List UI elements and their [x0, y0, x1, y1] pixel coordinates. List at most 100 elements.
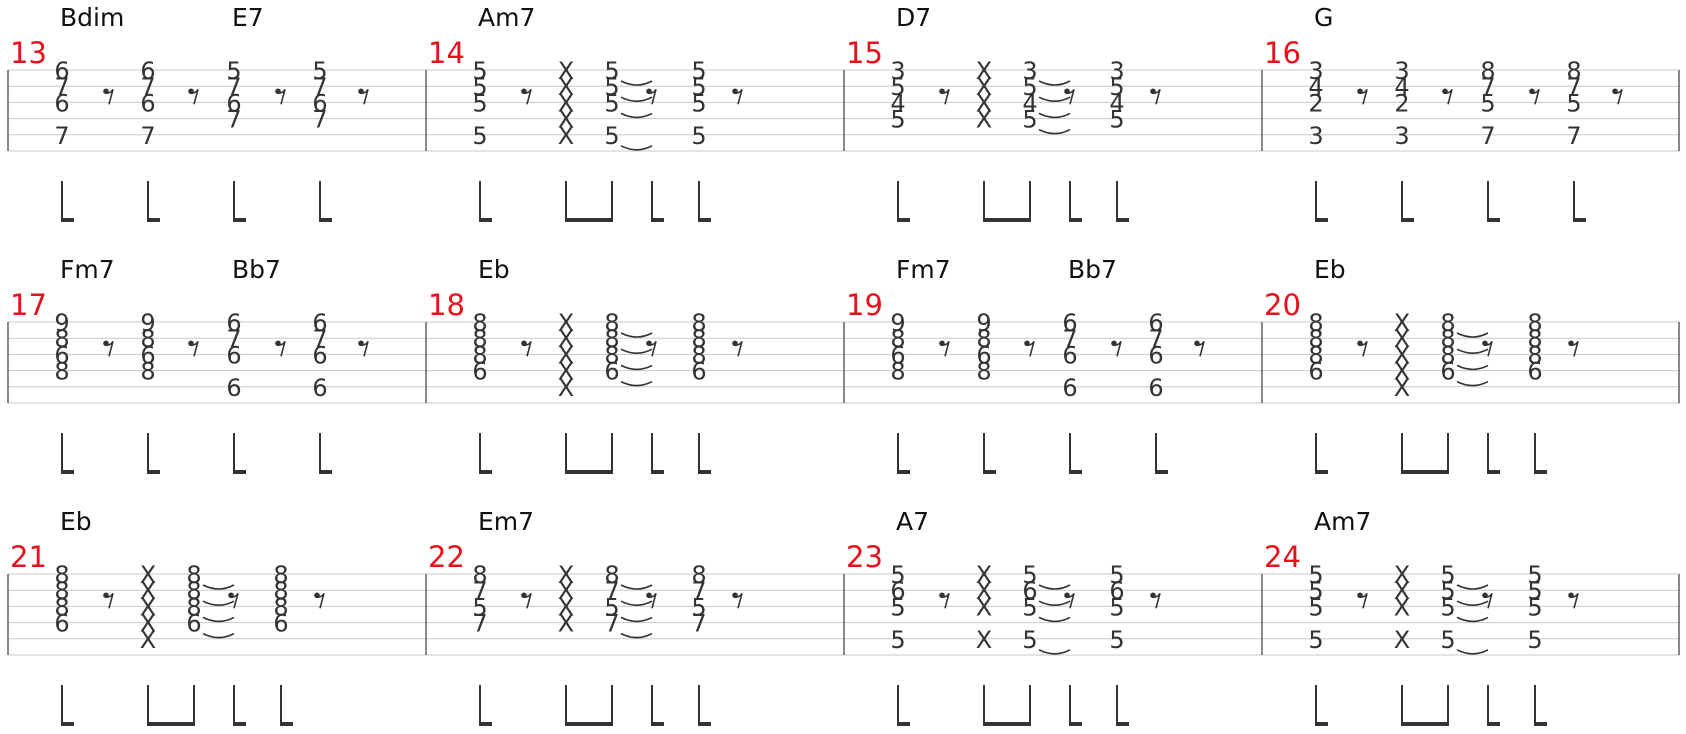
eighth-rest-stem — [190, 340, 199, 357]
chord-name: Em7 — [478, 507, 534, 536]
tie-arc — [1038, 584, 1071, 590]
tie-arc — [1038, 80, 1071, 86]
fret-number: 6 — [1527, 358, 1542, 386]
fret-number: 8 — [186, 577, 201, 605]
tie-arc — [1038, 128, 1071, 135]
fret-number: 7 — [691, 610, 706, 638]
fret-number: 8 — [691, 325, 706, 353]
fret-number: 3 — [1308, 122, 1323, 150]
flag — [898, 218, 910, 222]
eighth-rest-stem — [1484, 340, 1493, 357]
fret-number: 6 — [312, 309, 327, 337]
fret-number: 3 — [1022, 57, 1037, 85]
flag — [1316, 470, 1328, 474]
eighth-rest-stem — [1359, 340, 1368, 357]
fret-number: 8 — [472, 341, 487, 369]
chord-name: Bb7 — [1068, 255, 1117, 284]
eighth-rest-stem — [523, 88, 532, 105]
fret-number: 8 — [54, 325, 69, 353]
fret-number: 6 — [54, 89, 69, 117]
fret-number: 8 — [604, 309, 619, 337]
fret-number: 9 — [976, 309, 991, 337]
flag — [699, 218, 711, 222]
flag — [234, 722, 246, 726]
eighth-rest-stem — [523, 592, 532, 609]
beam — [984, 218, 1030, 222]
fret-number: 7 — [312, 73, 327, 101]
dead-note: X — [558, 577, 574, 605]
dead-note: X — [976, 73, 992, 101]
dead-note: X — [1394, 577, 1410, 605]
beam — [984, 722, 1030, 726]
fret-number: 7 — [1480, 122, 1495, 150]
fret-number: 5 — [1527, 561, 1542, 589]
fret-number: 8 — [604, 325, 619, 353]
fret-number: 5 — [1109, 593, 1124, 621]
flag — [1070, 470, 1082, 474]
fret-number: 7 — [604, 577, 619, 605]
flag — [898, 470, 910, 474]
fret-number: 9 — [54, 309, 69, 337]
measure-number: 14 — [428, 36, 465, 70]
fret-number: 5 — [1440, 577, 1455, 605]
fret-number: 7 — [312, 106, 327, 134]
fret-number: 6 — [140, 57, 155, 85]
fret-number: 7 — [472, 610, 487, 638]
flag — [234, 470, 246, 474]
eighth-rest-stem — [1152, 592, 1161, 609]
fret-number: 3 — [1308, 57, 1323, 85]
fret-number: 8 — [54, 561, 69, 589]
flag — [1316, 218, 1328, 222]
flag — [62, 218, 74, 222]
flag — [898, 722, 910, 726]
fret-number: 6 — [226, 374, 241, 402]
tie-arc — [620, 112, 653, 119]
fret-number: 8 — [1440, 325, 1455, 353]
fret-number: 8 — [1566, 57, 1581, 85]
flag — [1488, 722, 1500, 726]
flag — [1488, 470, 1500, 474]
measure-number: 16 — [1264, 36, 1301, 70]
dead-note: X — [976, 57, 992, 85]
flag — [281, 722, 293, 726]
fret-number: 2 — [1308, 89, 1323, 117]
tie-arc — [620, 616, 653, 623]
fret-number: 5 — [1527, 577, 1542, 605]
chord-name: Fm7 — [896, 255, 951, 284]
fret-number: 7 — [226, 325, 241, 353]
fret-number: 8 — [186, 593, 201, 621]
fret-number: 5 — [691, 593, 706, 621]
fret-number: 8 — [273, 577, 288, 605]
beam — [566, 470, 612, 474]
chord-name: Fm7 — [60, 255, 115, 284]
tie-arc — [1456, 380, 1489, 387]
dead-note: X — [558, 309, 574, 337]
tie-arc — [1038, 649, 1071, 655]
fret-number: 8 — [604, 341, 619, 369]
flag — [1117, 722, 1129, 726]
eighth-rest-stem — [734, 340, 743, 357]
chord-name: Eb — [478, 255, 510, 284]
tie-arc — [620, 145, 653, 151]
fret-number: 9 — [140, 309, 155, 337]
dead-note: X — [558, 106, 574, 134]
fret-number: 2 — [1394, 89, 1409, 117]
fret-number: 7 — [691, 577, 706, 605]
fret-number: 7 — [54, 73, 69, 101]
fret-number: 6 — [226, 309, 241, 337]
fret-number: 8 — [54, 577, 69, 605]
chord-name: Eb — [1314, 255, 1346, 284]
fret-number: 3 — [1394, 57, 1409, 85]
